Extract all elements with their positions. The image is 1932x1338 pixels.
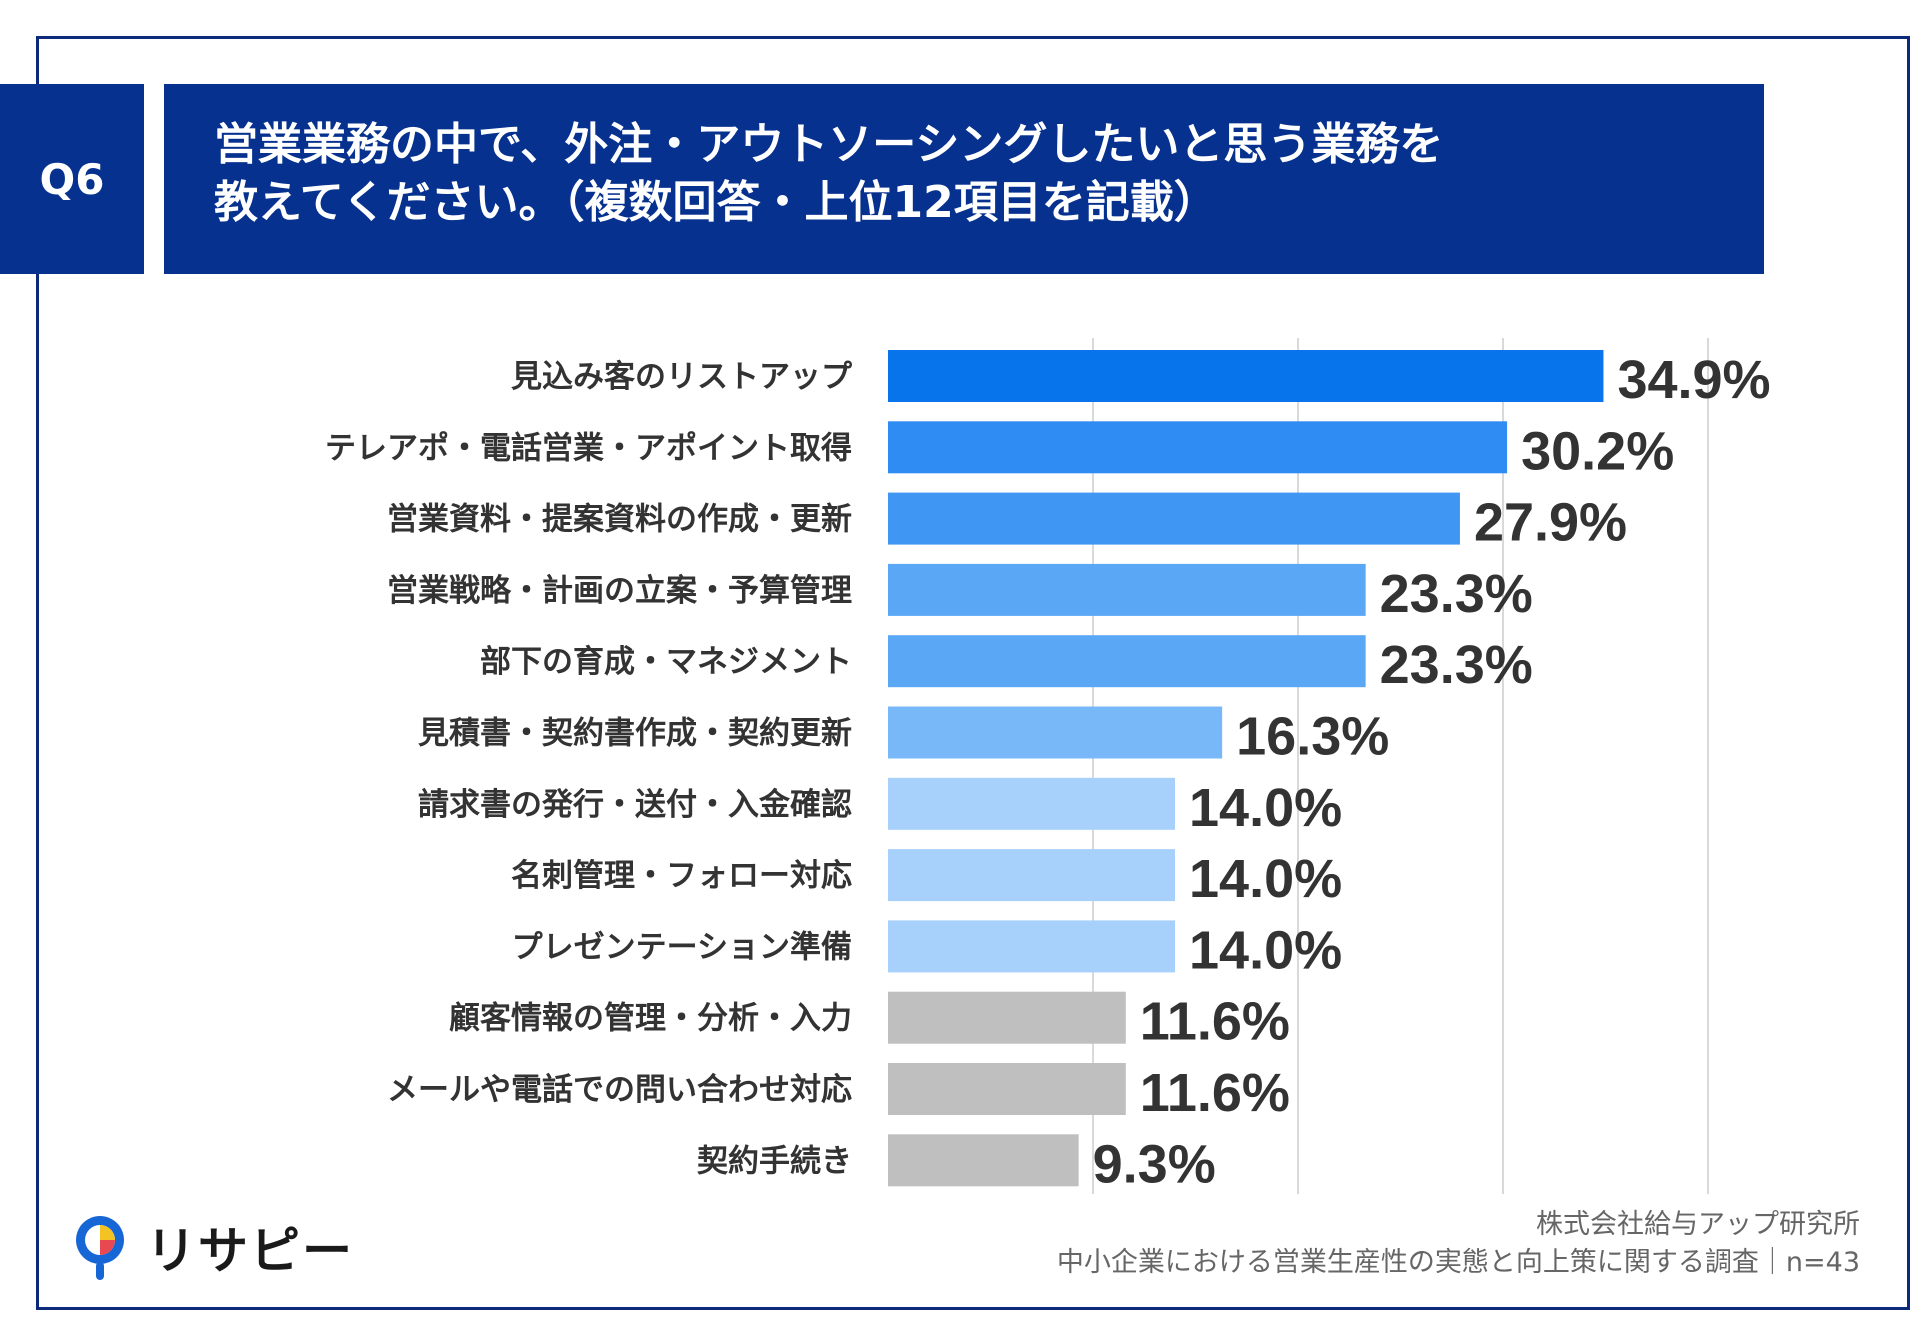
bar-12 xyxy=(888,1134,1079,1187)
bar-2 xyxy=(888,421,1508,474)
category-label: 請求書の発行・送付・入金確認 xyxy=(418,787,852,823)
logo-text: リサピー xyxy=(146,1222,354,1280)
category-label: 見込み客のリストアップ xyxy=(511,359,853,395)
title-line-2: 教えてください。（複数回答・上位12項目を記載） xyxy=(214,177,1218,228)
value-label: 9.3% xyxy=(1093,1134,1216,1194)
bar-8 xyxy=(888,849,1175,902)
pin-logo-icon xyxy=(76,1216,124,1280)
question-label: Q6 xyxy=(39,154,105,204)
value-label: 11.6% xyxy=(1140,992,1290,1052)
bar-3 xyxy=(888,492,1460,545)
bar-4 xyxy=(888,563,1366,616)
value-label: 30.2% xyxy=(1521,421,1674,481)
outer-frame xyxy=(36,36,1910,1310)
category-label: 営業戦略・計画の立案・予算管理 xyxy=(387,573,852,609)
bar-5 xyxy=(888,635,1366,688)
bar-1 xyxy=(888,350,1604,402)
value-label: 23.3% xyxy=(1380,635,1533,695)
title-line-1: 営業業務の中で、外注・アウトソーシングしたいと思う業務を xyxy=(214,119,1444,170)
category-label: 部下の育成・マネジメント xyxy=(480,644,852,680)
value-label: 34.9% xyxy=(1617,350,1770,410)
source-survey: 中小企業における営業生産性の実態と向上策に関する調査｜n=43 xyxy=(1056,1247,1860,1278)
value-label: 16.3% xyxy=(1236,707,1389,767)
bar-10 xyxy=(888,991,1126,1044)
category-label: テレアポ・電話営業・アポイント取得 xyxy=(325,430,852,466)
source-company: 株式会社給与アップ研究所 xyxy=(1536,1209,1860,1240)
value-label: 27.9% xyxy=(1474,493,1627,553)
value-label: 11.6% xyxy=(1140,1063,1290,1123)
question-badge: Q6 xyxy=(0,84,144,274)
category-label: 名刺管理・フォロー対応 xyxy=(511,858,852,894)
value-label: 14.0% xyxy=(1189,778,1342,838)
bar-9 xyxy=(888,920,1175,973)
category-label: メールや電話での問い合わせ対応 xyxy=(387,1072,852,1108)
category-label: 契約手続き xyxy=(697,1143,852,1179)
bar-7 xyxy=(888,777,1175,830)
category-label: 顧客情報の管理・分析・入力 xyxy=(449,1001,852,1037)
category-label: 営業資料・提案資料の作成・更新 xyxy=(387,502,852,538)
title-banner: 営業業務の中で、外注・アウトソーシングしたいと思う業務を 教えてください。（複数… xyxy=(164,84,1764,274)
value-label: 14.0% xyxy=(1189,920,1342,980)
brand-logo: リサピー xyxy=(70,1212,354,1282)
value-label: 23.3% xyxy=(1380,564,1533,624)
bar-11 xyxy=(888,1063,1126,1115)
bar-6 xyxy=(888,706,1223,759)
category-label: 見積書・契約書作成・契約更新 xyxy=(418,716,852,752)
category-label: プレゼンテーション準備 xyxy=(512,929,852,965)
value-label: 14.0% xyxy=(1189,849,1342,909)
